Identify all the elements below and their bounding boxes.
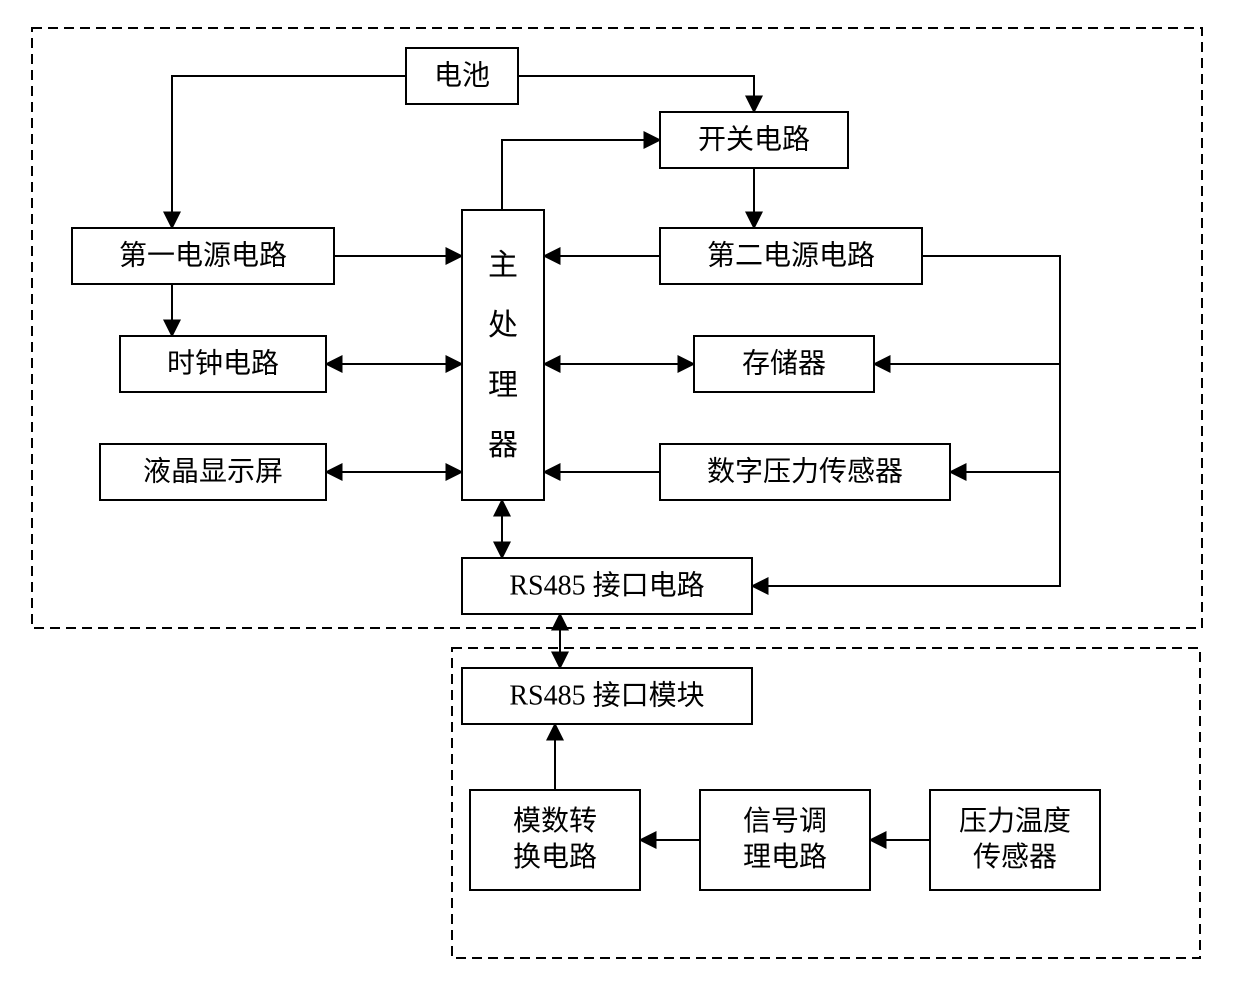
node-label: RS485 接口电路 [509, 569, 704, 601]
container-upper [32, 28, 1202, 628]
node-adc: 模数转换电路 [470, 790, 640, 890]
node-label: 主 [488, 249, 518, 282]
node-label: 处 [488, 309, 518, 342]
node-label: 信号调 [743, 805, 827, 837]
node-label: 换电路 [513, 841, 597, 873]
node-label: 理电路 [743, 841, 827, 873]
node-label: 存储器 [742, 347, 826, 379]
node-dps: 数字压力传感器 [660, 444, 950, 500]
node-label: 模数转 [513, 805, 597, 837]
block-diagram: 电池开关电路第一电源电路 主处理器 第二电源电路时钟电路 存储器液晶显示屏 数字压力传感… [0, 0, 1240, 986]
node-battery: 电池 [406, 48, 518, 104]
node-switch: 开关电路 [660, 112, 848, 168]
node-rs485m: RS485 接口模块 [462, 668, 752, 724]
node-clock: 时钟电路 [120, 336, 326, 392]
node-label: 第一电源电路 [119, 239, 287, 271]
node-rs485c: RS485 接口电路 [462, 558, 752, 614]
node-psu1: 第一电源电路 [72, 228, 334, 284]
node-ptsensor: 压力温度传感器 [930, 790, 1100, 890]
node-label: 传感器 [973, 841, 1057, 873]
node-sigcond: 信号调理电路 [700, 790, 870, 890]
node-processor: 主处理器 [462, 210, 544, 500]
node-label: 器 [488, 429, 518, 462]
node-label: 数字压力传感器 [707, 455, 903, 487]
node-label: 开关电路 [698, 123, 810, 155]
node-memory: 存储器 [694, 336, 874, 392]
node-lcd: 液晶显示屏 [100, 444, 326, 500]
node-label: RS485 接口模块 [509, 679, 704, 711]
edge-battery-psu1 [172, 76, 406, 228]
node-label: 液晶显示屏 [143, 455, 283, 487]
node-label: 理 [488, 369, 518, 402]
edge-battery-switch [518, 76, 754, 112]
edge-processor-switch [502, 140, 660, 210]
node-psu2: 第二电源电路 [660, 228, 922, 284]
edge-psu2-rs485c [752, 256, 1060, 586]
node-label: 时钟电路 [167, 347, 279, 379]
node-label: 压力温度 [959, 805, 1071, 837]
node-label: 第二电源电路 [707, 239, 875, 271]
node-label: 电池 [434, 59, 490, 91]
